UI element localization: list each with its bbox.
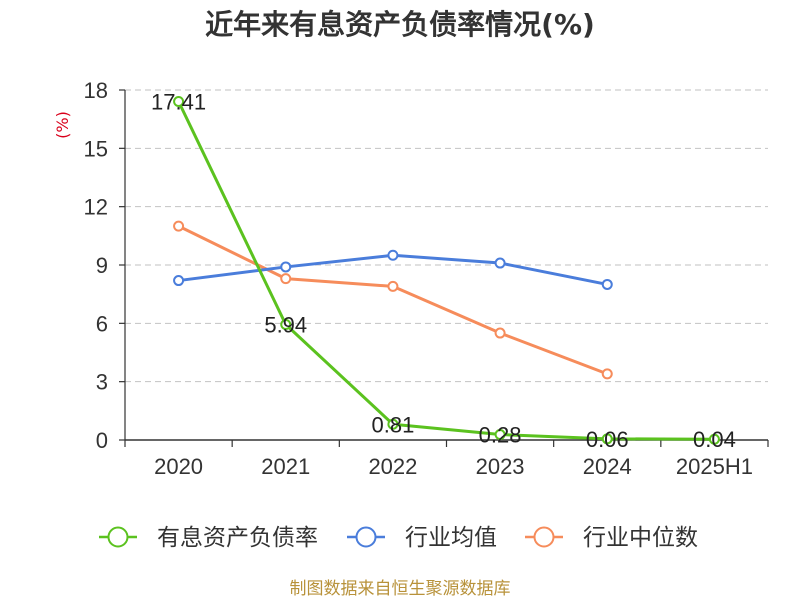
gridlines — [125, 89, 768, 383]
y-tick-label: 15 — [84, 136, 108, 161]
industry-median-point-2020 — [173, 220, 185, 232]
legend-label: 有息资产负债率 — [157, 525, 318, 551]
debt-ratio-data-label: 5.94 — [264, 313, 307, 338]
debt-ratio-point-2021 — [280, 319, 292, 330]
y-tick-label: 6 — [96, 311, 108, 336]
debt-ratio-series — [173, 95, 720, 445]
legend: 有息资产负债率 行业均值 行业中位数 — [99, 525, 698, 551]
industry-mean-point-2023 — [494, 257, 506, 269]
y-tick-label: 0 — [96, 428, 108, 453]
y-tick-label: 3 — [96, 370, 108, 395]
debt-ratio-point-2022 — [387, 418, 399, 430]
industry-mean-point-2020 — [173, 275, 185, 287]
debt-ratio-data-label: 0.04 — [693, 427, 736, 452]
legend-item-industry-median[interactable]: 行业中位数 — [525, 525, 698, 551]
debt-ratio-data-label: 17.41 — [151, 89, 206, 114]
debt-ratio-point-2020 — [173, 95, 185, 107]
industry-mean-point-2021 — [280, 261, 292, 273]
data-labels: 17.41 5.94 0.81 0.28 0.06 0.04 — [151, 89, 736, 452]
x-tick-label: 2020 — [154, 454, 203, 479]
y-tick-label: 12 — [84, 195, 108, 220]
chart-title: 近年来有息资产负债率情况(%) — [205, 8, 595, 41]
x-tick-label: 2022 — [368, 454, 417, 479]
industry-mean-point-2022 — [387, 249, 399, 261]
legend-marker-icon — [355, 526, 377, 548]
x-tick-label: 2025H1 — [676, 454, 753, 479]
debt-ratio-point-2023 — [494, 429, 506, 441]
legend-item-industry-mean[interactable]: 行业均值 — [347, 525, 497, 551]
industry-mean-series — [173, 249, 613, 290]
y-axis-label: (%) — [53, 111, 72, 139]
legend-marker-icon — [107, 526, 129, 548]
x-tick-label: 2021 — [261, 454, 310, 479]
industry-median-point-2024 — [601, 368, 613, 380]
debt-ratio-line — [177, 100, 715, 441]
legend-label: 行业均值 — [405, 525, 497, 551]
industry-median-point-2021 — [280, 273, 292, 285]
source-note: 制图数据来自恒生聚源数据库 — [290, 579, 511, 599]
legend-marker-icon — [533, 526, 555, 548]
legend-item-debt-ratio[interactable]: 有息资产负债率 — [99, 525, 318, 551]
axes — [119, 89, 769, 447]
x-tick-labels: 2020 2021 2022 2023 2024 2025H1 — [154, 454, 753, 479]
debt-ratio-data-label: 0.81 — [372, 412, 415, 437]
legend-label: 行业中位数 — [583, 525, 698, 551]
series-lines — [173, 95, 720, 445]
debt-ratio-point-2024 — [601, 433, 613, 445]
industry-median-point-2023 — [494, 327, 506, 339]
industry-median-point-2022 — [387, 280, 399, 292]
x-tick-label: 2024 — [583, 454, 632, 479]
industry-median-line — [177, 224, 608, 376]
industry-mean-point-2024 — [601, 278, 613, 290]
x-tick-label: 2023 — [476, 454, 525, 479]
y-tick-label: 9 — [96, 253, 108, 278]
debt-ratio-data-label: 0.28 — [479, 423, 522, 448]
debt-ratio-point-2025h1 — [708, 433, 720, 445]
y-tick-labels: 0 3 6 9 12 15 18 — [84, 78, 108, 453]
industry-median-series — [173, 220, 613, 380]
debt-ratio-data-label: 0.06 — [586, 427, 629, 452]
y-tick-label: 18 — [84, 78, 108, 103]
